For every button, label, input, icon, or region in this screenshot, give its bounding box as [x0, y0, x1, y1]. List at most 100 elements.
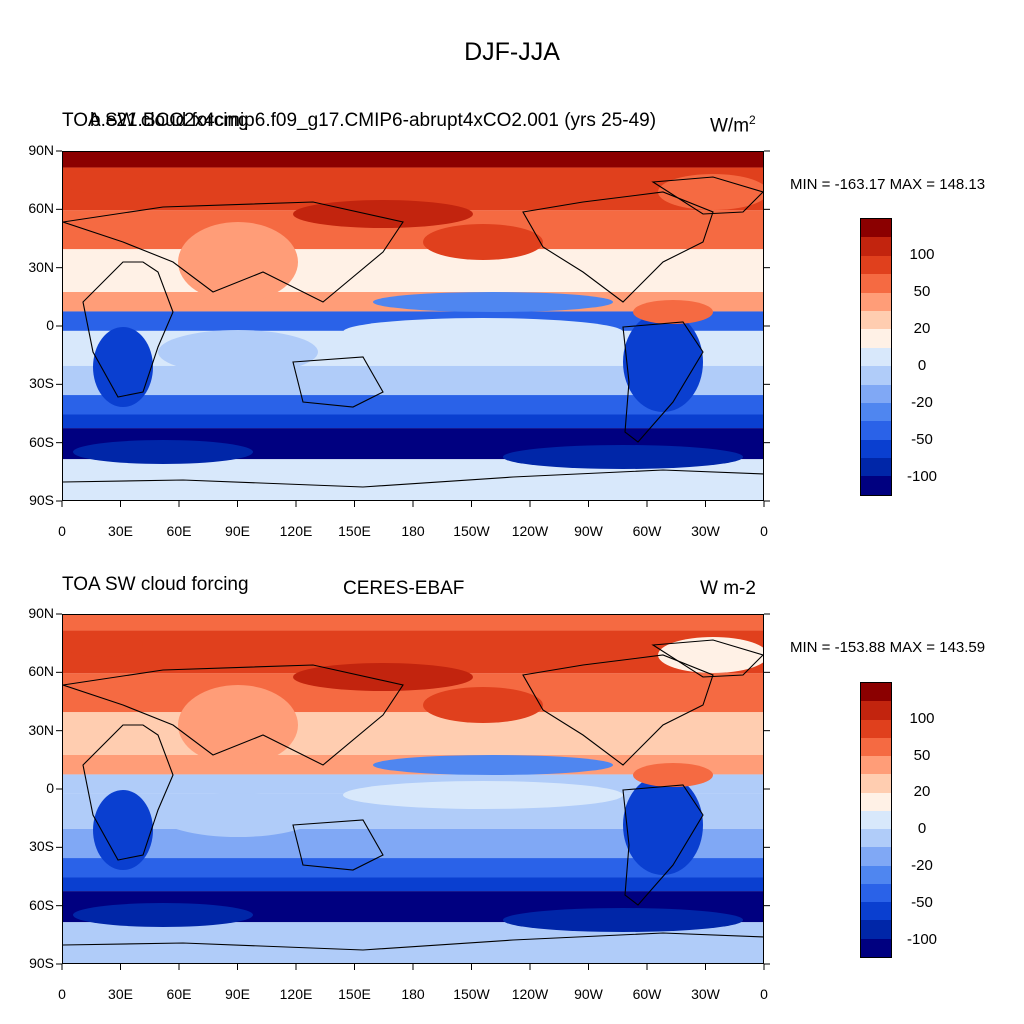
lon-label: 0 [760, 523, 768, 539]
lon-label: 90W [574, 986, 603, 1002]
colorbar-label: -20 [911, 857, 933, 874]
lon-label: 0 [58, 523, 66, 539]
lon-label: 60E [166, 523, 192, 539]
pacific-subtropic-patch [343, 781, 623, 809]
units-base: W/m [710, 115, 750, 137]
north-america-coast [522, 654, 714, 766]
colorbar-swatch [861, 938, 891, 957]
lon-label: 120E [279, 523, 313, 539]
pacific-itcz-patch [373, 755, 613, 775]
eurasia-coast [63, 664, 404, 766]
panel-units: W m-2 [700, 578, 756, 600]
africa-south-patch [93, 327, 153, 407]
midlat-south-band [63, 395, 763, 415]
map-plot [62, 614, 764, 964]
lon-label: 120W [511, 523, 549, 539]
southern-ocean-deep [73, 440, 253, 464]
colorbar-swatch [861, 737, 891, 757]
lat-label: 60S [29, 896, 54, 913]
lon-label: 30W [691, 986, 720, 1002]
colorbar-label: -50 [911, 893, 933, 911]
pacific-subtropic-patch [343, 318, 623, 346]
colorbar-swatch [861, 421, 891, 440]
lon-label: 150W [453, 523, 490, 539]
arctic-band [63, 615, 763, 631]
lon-label: 90W [574, 523, 603, 539]
colorbar-swatch [861, 292, 891, 311]
panel-left-title: TOA SW cloud forcing [62, 574, 249, 595]
panama-patch [633, 300, 713, 324]
units-superscript: 2 [749, 113, 756, 127]
panel-center-title: b.e21.BCO2x4cmip6.f09_g17.CMIP6-abrupt4x… [90, 110, 657, 131]
colorbar-swatch [861, 458, 891, 477]
map-field [63, 152, 763, 500]
panel-left-title: TOA SW cloud forcing [62, 110, 249, 131]
panel-center-title: CERES-EBAF [343, 578, 465, 599]
lat-label: 60N [28, 200, 54, 217]
colorbar-swatch [861, 920, 891, 939]
panama-patch [633, 763, 713, 787]
colorbar-swatch [861, 384, 891, 403]
colorbar-swatch [861, 701, 891, 720]
southern-ocean-deep-west [503, 908, 743, 932]
colorbar-swatch [861, 219, 891, 238]
north-america-coast [522, 191, 714, 303]
colorbar-swatch [861, 255, 891, 275]
lon-label: 120W [511, 986, 549, 1002]
map-field [63, 615, 763, 963]
africa-coast [82, 261, 174, 398]
colorbar-swatch [861, 756, 891, 775]
colorbar-label: 100 [909, 246, 935, 264]
indian-ocean-patch [158, 793, 318, 837]
colorbar-label: 20 [913, 320, 931, 338]
africa-south-patch [93, 790, 153, 870]
storm-track-band [63, 414, 763, 429]
colorbar-swatch [861, 829, 891, 848]
australia-coast [292, 819, 384, 871]
antarctica-coast [63, 932, 763, 951]
map-plot [62, 151, 764, 501]
lon-label: 60E [166, 986, 192, 1002]
lon-label: 30E [108, 986, 133, 1002]
colorbar-label: -100 [906, 468, 938, 486]
colorbar-swatch [861, 847, 891, 866]
lat-label: 90N [28, 142, 54, 158]
colorbar-swatch [861, 366, 891, 385]
lon-label: 0 [760, 986, 768, 1002]
colorbar-label: 50 [913, 746, 931, 764]
greenland-coast [651, 639, 763, 678]
eurasia-arctic-patch [63, 170, 143, 194]
lat-label: 90S [29, 492, 54, 508]
arctic-band [63, 152, 763, 168]
lat-label: 60N [28, 663, 54, 680]
lat-label: 0 [46, 780, 54, 796]
colorbar-label: 50 [913, 283, 931, 301]
colorbar-swatch [861, 865, 891, 884]
south-america-patch [623, 775, 703, 875]
lon-label: 60W [632, 523, 662, 539]
min-max-label: MIN = -163.17 MAX = 148.13 [790, 176, 986, 193]
asia-monsoon-patch [178, 222, 298, 302]
pacific-coast-patch [423, 687, 543, 723]
figure-title: DJF-JJA [464, 38, 560, 66]
lon-label: 60W [632, 986, 662, 1002]
lat-label: 60S [29, 433, 54, 450]
greenland-coast [651, 176, 763, 215]
colorbar-swatch [861, 774, 891, 793]
lon-label: 150W [453, 986, 490, 1002]
colorbar-swatch [861, 902, 891, 921]
lat-label: 90N [28, 605, 54, 621]
storm-track-band [63, 877, 763, 892]
lon-label: 150E [338, 986, 371, 1002]
lat-label: 0 [46, 317, 54, 333]
colorbar-swatch [861, 883, 891, 903]
antarctica-coast [63, 469, 763, 488]
lon-label: 30W [691, 523, 720, 539]
australia-coast [292, 356, 384, 408]
colorbar [860, 682, 892, 958]
lat-label: 30S [29, 375, 54, 392]
south-america-coast [622, 784, 704, 906]
lon-label: 30E [108, 523, 133, 539]
lat-label: 30N [28, 721, 54, 738]
lon-label: 90E [225, 986, 250, 1002]
